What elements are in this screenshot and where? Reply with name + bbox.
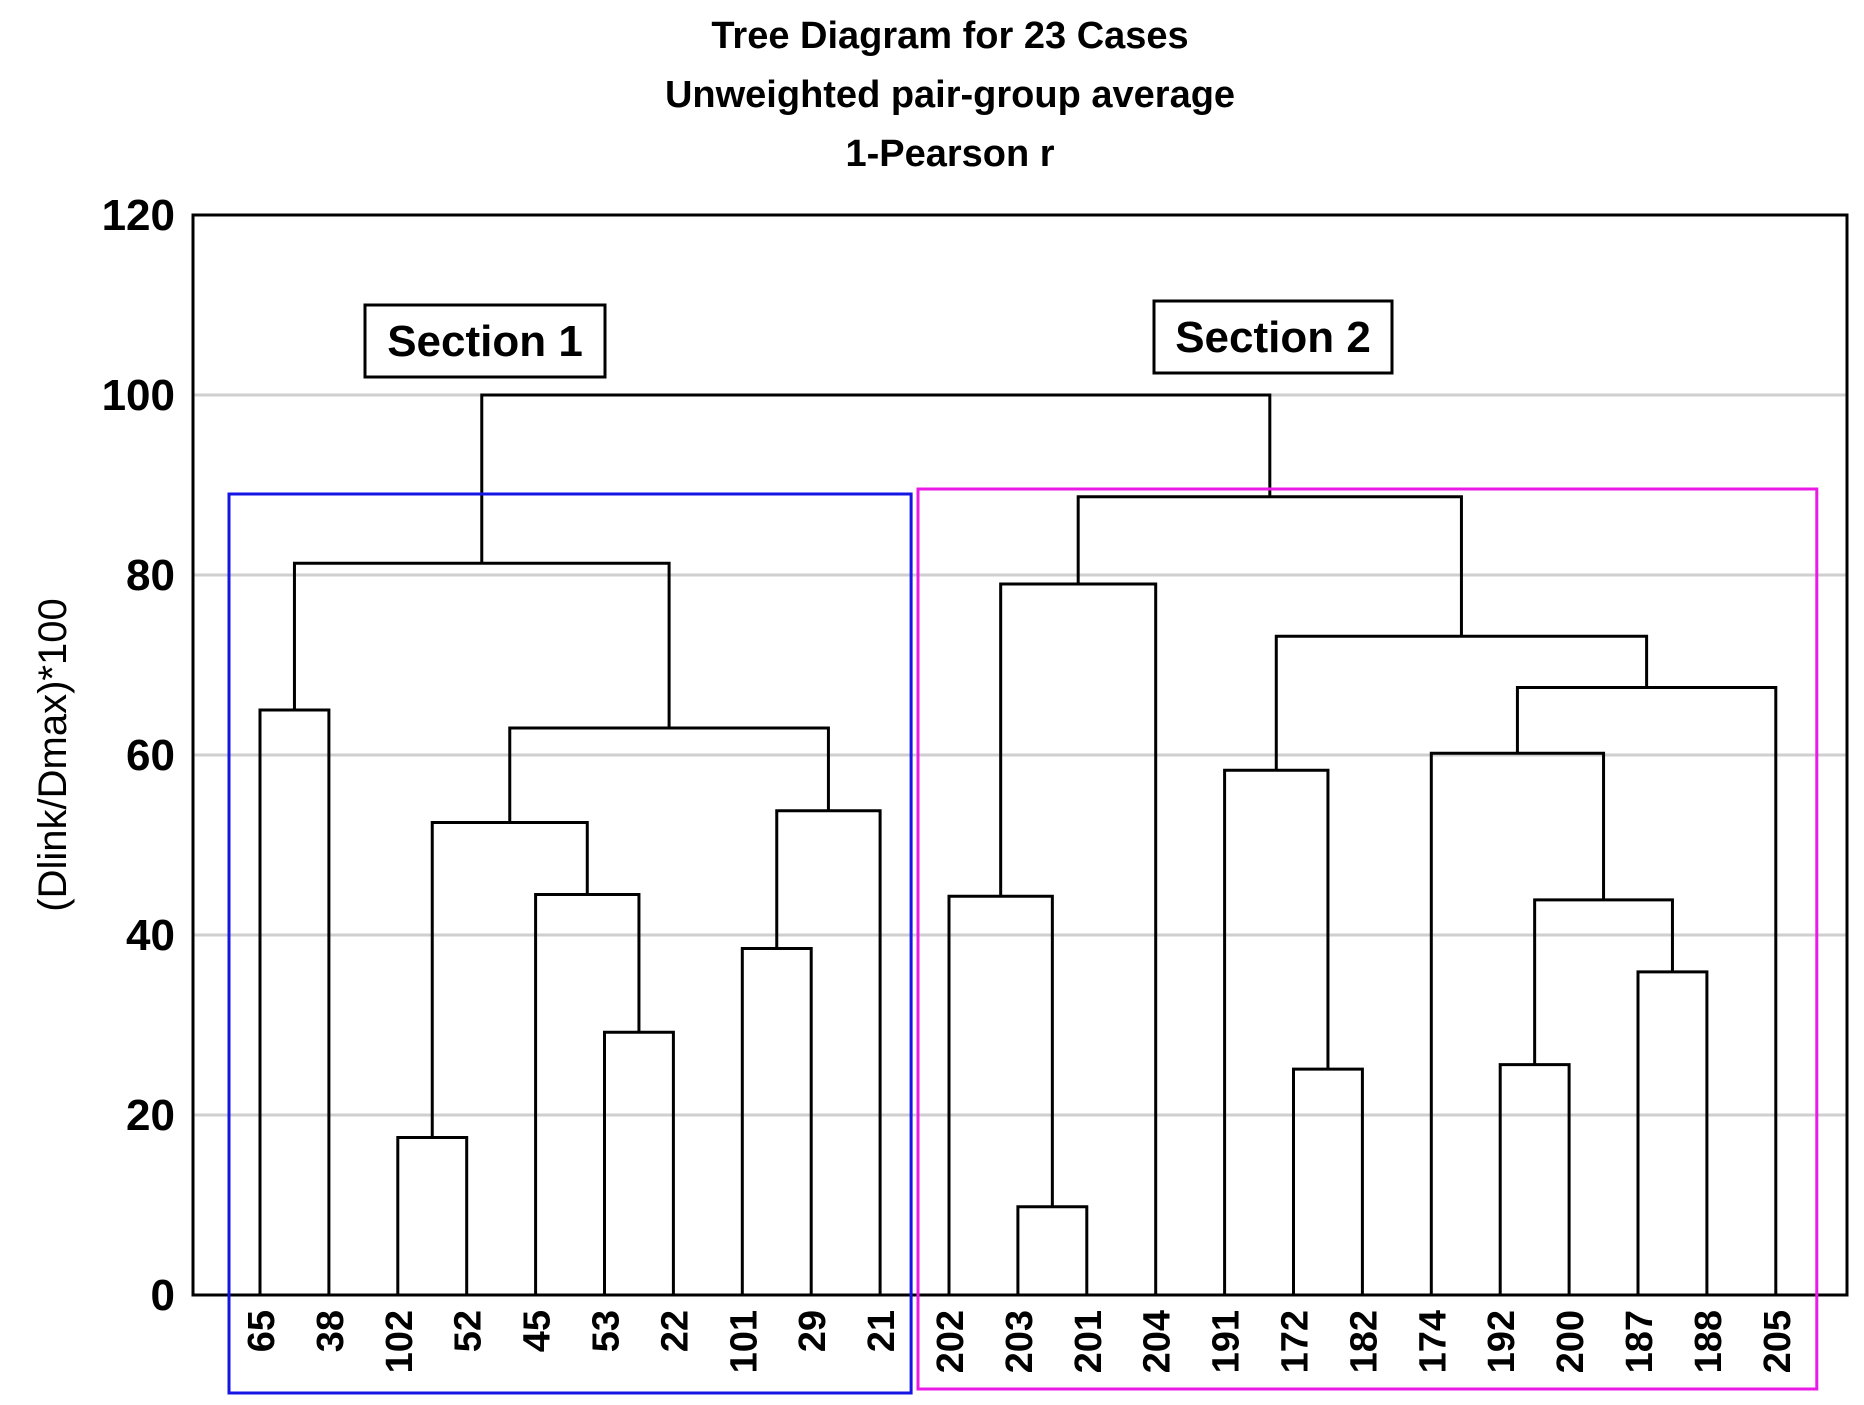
x-tick-label: 53	[586, 1310, 628, 1352]
dendrogram-link	[1429, 751, 1606, 1295]
x-tick-label: 182	[1343, 1310, 1385, 1373]
x-tick-label: 200	[1550, 1310, 1592, 1373]
x-tick-label: 38	[310, 1310, 352, 1352]
y-axis-label: (Dlink/Dmax)*100	[31, 598, 75, 911]
dendrogram-link	[603, 1030, 675, 1295]
y-tick-label: 0	[151, 1271, 175, 1320]
gridlines	[193, 393, 1847, 1117]
dendrogram-link	[480, 393, 1272, 564]
dendrogram-link	[1636, 970, 1709, 1295]
dendrogram-link	[396, 1136, 469, 1295]
chart-subtitle-distance: 1-Pearson r	[845, 133, 1054, 175]
dendrogram-link	[258, 708, 331, 1295]
dendrogram-link	[1016, 1205, 1089, 1295]
x-tick-label: 174	[1412, 1310, 1454, 1373]
y-tick-label: 20	[126, 1091, 175, 1140]
dendrogram-link	[1076, 495, 1463, 637]
dendrogram-link	[430, 821, 589, 1138]
x-tick-label: 187	[1619, 1310, 1661, 1373]
chart-subtitle-method: Unweighted pair-group average	[665, 74, 1235, 116]
x-tick-label: 201	[1068, 1310, 1110, 1373]
x-tick-label: 21	[861, 1310, 903, 1352]
dendrogram-link	[1498, 1063, 1571, 1295]
dendrogram-link	[1223, 768, 1330, 1295]
x-tick-label: 45	[517, 1310, 559, 1352]
section-label: Section 1	[387, 317, 583, 366]
dendrogram-link	[999, 582, 1158, 1295]
dendrogram-links	[258, 393, 1778, 1295]
section-label-box	[1152, 299, 1394, 375]
dendrogram-link	[740, 947, 813, 1295]
dendrogram-link	[534, 893, 641, 1295]
x-tick-label: 203	[999, 1310, 1041, 1373]
dendrogram-link	[1274, 634, 1649, 771]
dendrogram-link	[292, 561, 671, 728]
section-box	[227, 492, 913, 1395]
x-tick-label: 202	[930, 1310, 972, 1373]
dendrogram-link	[775, 809, 882, 1295]
dendrogram-link	[1515, 686, 1778, 1295]
dendrogram-link	[1292, 1067, 1364, 1295]
x-tick-label: 204	[1137, 1310, 1179, 1373]
plot-frame	[191, 213, 1849, 1297]
section-box	[916, 487, 1819, 1391]
x-tick-label: 29	[792, 1310, 834, 1352]
dendrogram-link	[947, 894, 1054, 1295]
x-tick-label: 192	[1481, 1310, 1523, 1373]
section-label: Section 2	[1175, 313, 1371, 362]
chart-title: Tree Diagram for 23 Cases	[711, 15, 1188, 57]
y-tick-label: 60	[126, 731, 175, 780]
x-tick-label: 22	[654, 1310, 696, 1352]
x-tick-label: 205	[1757, 1310, 1799, 1373]
y-tick-labels: 0 20 40 60 80 100 120	[102, 191, 175, 1320]
y-tick-label: 40	[126, 911, 175, 960]
section-annotations: Section 1 Section 2	[227, 299, 1819, 1395]
x-tick-label: 188	[1688, 1310, 1730, 1373]
y-tick-label: 80	[126, 551, 175, 600]
dendrogram-link	[508, 726, 830, 823]
x-tick-label: 191	[1206, 1310, 1248, 1373]
y-tick-label: 120	[102, 191, 175, 240]
y-tick-label: 100	[102, 371, 175, 420]
x-tick-label: 172	[1275, 1310, 1317, 1373]
x-tick-label: 52	[448, 1310, 490, 1352]
section-label-box	[363, 303, 607, 379]
dendrogram-link	[1533, 898, 1674, 1065]
x-tick-label: 65	[241, 1310, 283, 1352]
x-tick-labels: 65 38 102 52 45 53 22 101 29 21 202 203 201 204 191 172…	[241, 1310, 1799, 1373]
x-tick-label: 102	[379, 1310, 421, 1373]
x-tick-label: 101	[723, 1310, 765, 1373]
